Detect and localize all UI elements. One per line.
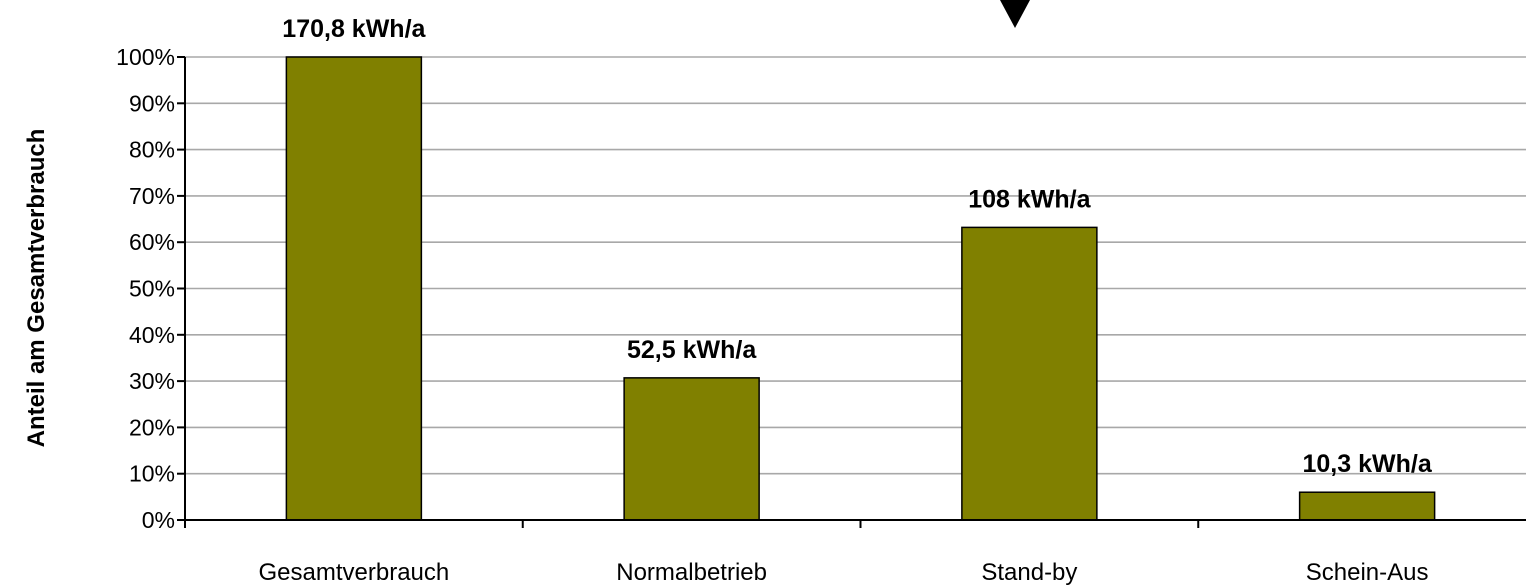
y-tick-label: 70% <box>129 183 175 209</box>
bar <box>961 226 1098 521</box>
y-axis-label: Anteil am Gesamtverbrauch <box>23 129 50 448</box>
triangle-marker-icon <box>1000 0 1030 28</box>
y-tick-label: 100% <box>116 44 175 70</box>
bar-data-label: 170,8 kWh/a <box>282 15 426 43</box>
x-category-label: Stand-by <box>981 559 1077 585</box>
y-tick-label: 50% <box>129 276 175 302</box>
y-tick-label: 90% <box>129 90 175 116</box>
y-tick-label: 40% <box>129 322 175 348</box>
y-tick-label: 80% <box>129 137 175 163</box>
y-tick-label: 60% <box>129 229 175 255</box>
bar-data-label: 52,5 kWh/a <box>627 336 757 364</box>
labels: 0% 10% 20% 30% 40% 50% 60% 70% 80% 90% 100% Gesamtv… <box>116 15 1433 585</box>
x-category-label: Normalbetrieb <box>616 559 767 585</box>
y-tick-label: 0% <box>142 507 175 533</box>
bar <box>1298 491 1436 521</box>
bar-data-label: 10,3 kWh/a <box>1303 450 1433 478</box>
x-category-label: Schein-Aus <box>1306 559 1429 585</box>
y-tick-label: 20% <box>129 414 175 440</box>
axes <box>177 56 1526 528</box>
x-category-label: Gesamtverbrauch <box>259 559 450 585</box>
y-tick-label: 30% <box>129 368 175 394</box>
y-tick-label: 10% <box>129 461 175 487</box>
bar-data-label: 108 kWh/a <box>968 185 1091 213</box>
bar <box>623 377 760 521</box>
bar <box>285 56 423 521</box>
